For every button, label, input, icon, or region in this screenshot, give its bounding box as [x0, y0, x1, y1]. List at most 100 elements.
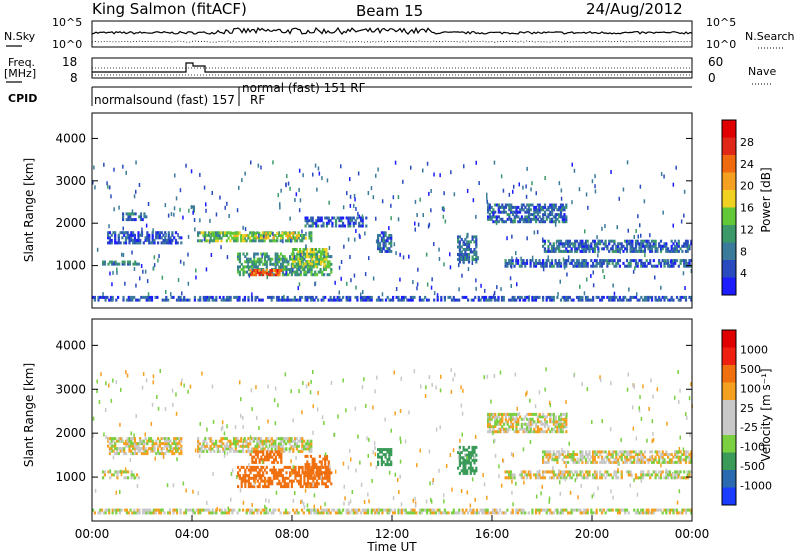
heatmap-speckle — [334, 280, 336, 285]
heatmap-cell — [595, 244, 598, 248]
heatmap-cell — [296, 474, 299, 478]
heatmap-speckle — [349, 499, 352, 504]
heatmap-cell — [199, 295, 202, 299]
heatmap-cell — [269, 479, 272, 483]
heatmap-cell — [145, 215, 148, 219]
heatmap-cell — [297, 257, 300, 261]
heatmap-cell — [192, 511, 195, 515]
heatmap-speckle — [390, 428, 392, 433]
heatmap-cell — [556, 244, 559, 248]
heatmap-speckle — [619, 249, 621, 254]
heatmap-cell — [643, 473, 646, 477]
heatmap-speckle — [255, 385, 257, 390]
heatmap-cell — [631, 295, 634, 299]
heatmap-cell — [157, 437, 160, 441]
freq-tick-bottom: 8 — [70, 71, 78, 85]
heatmap-cell — [132, 444, 135, 448]
heatmap-cell — [650, 247, 654, 251]
heatmap-cell — [367, 508, 370, 512]
heatmap-cell — [277, 442, 281, 446]
heatmap-cell — [474, 295, 477, 299]
heatmap-cell — [617, 261, 620, 265]
heatmap-cell — [129, 295, 132, 299]
heatmap-speckle — [506, 236, 508, 241]
heatmap-cell — [536, 261, 539, 265]
heatmap-cell — [547, 427, 550, 431]
colorbar-tick-label: 12 — [740, 223, 754, 236]
heatmap-cell — [577, 473, 580, 477]
heatmap-cell — [306, 482, 310, 486]
heatmap-cell — [133, 295, 136, 299]
heatmap-cell — [308, 219, 311, 223]
heatmap-cell — [575, 508, 579, 512]
heatmap-cell — [452, 511, 455, 515]
heatmap-cell — [542, 450, 545, 454]
heatmap-cell — [293, 295, 296, 299]
heatmap-cell — [297, 252, 301, 256]
heatmap-cell — [301, 234, 304, 237]
heatmap-cell — [649, 450, 652, 454]
heatmap-cell — [283, 442, 286, 446]
heatmap-cell — [151, 449, 154, 453]
heatmap-cell — [301, 447, 304, 451]
heatmap-cell — [668, 249, 671, 253]
heatmap-cell — [679, 476, 682, 480]
heatmap-speckle — [357, 434, 359, 439]
heatmap-cell — [197, 449, 200, 453]
heatmap-cell — [254, 465, 258, 469]
heatmap-cell — [565, 205, 568, 209]
heatmap-cell — [262, 453, 265, 456]
heatmap-cell — [568, 511, 571, 515]
heatmap-cell — [499, 210, 502, 214]
heatmap-cell — [127, 262, 130, 266]
heatmap-cell — [313, 474, 316, 478]
heatmap-speckle — [109, 185, 111, 190]
heatmap-cell — [229, 447, 232, 451]
heatmap-cell — [574, 239, 577, 243]
heatmap-cell — [304, 216, 307, 220]
heatmap-cell — [649, 455, 652, 459]
heatmap-cell — [278, 260, 281, 264]
heatmap-cell — [292, 444, 295, 448]
heatmap-cell — [511, 511, 514, 515]
heatmap-cell — [172, 511, 175, 515]
heatmap-cell — [126, 437, 129, 441]
heatmap-cell — [246, 260, 249, 264]
heatmap-cell — [547, 412, 550, 416]
heatmap-speckle — [612, 495, 614, 500]
heatmap-cell — [672, 247, 675, 251]
heatmap-cell — [670, 453, 673, 456]
heatmap-cell — [542, 415, 545, 419]
heatmap-cell — [469, 466, 472, 470]
heatmap-cell — [367, 295, 370, 299]
heatmap-cell — [245, 444, 248, 448]
heatmap-cell — [536, 425, 539, 429]
heatmap-cell — [460, 456, 463, 460]
heatmap-cell — [116, 262, 119, 266]
heatmap-cell — [247, 468, 250, 472]
heatmap-cell — [679, 455, 682, 459]
heatmap-cell — [460, 255, 463, 259]
heatmap-cell — [679, 470, 682, 474]
heatmap-cell — [306, 265, 310, 269]
heatmap-cell — [128, 233, 131, 237]
heatmap-cell — [289, 474, 292, 478]
heatmap-cell — [533, 208, 536, 212]
heatmap-speckle — [597, 239, 600, 244]
heatmap-cell — [581, 259, 584, 263]
heatmap-cell — [567, 242, 570, 246]
heatmap-cell — [127, 298, 130, 302]
heatmap-cell — [554, 430, 557, 434]
heatmap-cell — [547, 450, 550, 454]
heatmap-speckle — [313, 504, 315, 509]
heatmap-cell — [577, 247, 580, 251]
heatmap-cell — [249, 468, 252, 472]
heatmap-cell — [153, 447, 156, 451]
heatmap-cell — [542, 264, 545, 268]
heatmap-cell — [629, 298, 632, 302]
heatmap-cell — [342, 224, 345, 228]
heatmap-cell — [551, 205, 554, 209]
heatmap-cell — [511, 210, 515, 214]
heatmap-cell — [640, 264, 643, 268]
heatmap-speckle — [292, 267, 294, 272]
